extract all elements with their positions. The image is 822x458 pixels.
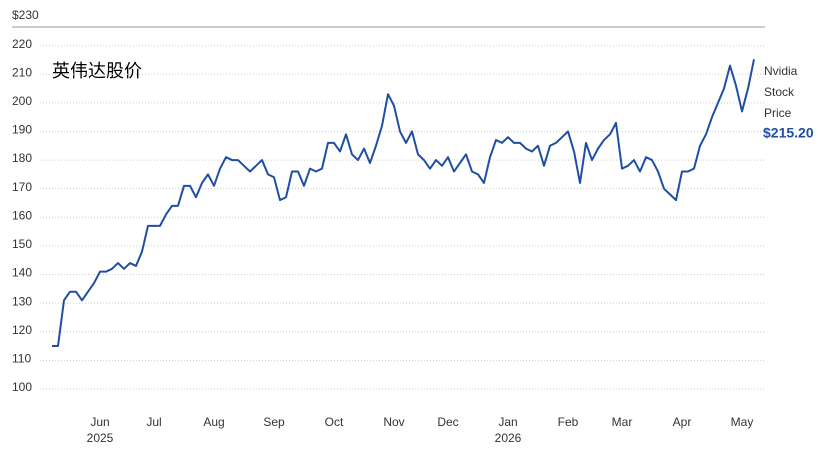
last-value-label: $215.20 [763, 125, 814, 141]
x-tick-label: Jun [90, 415, 109, 429]
legend-label: Nvidia Stock Price [764, 64, 798, 120]
y-tick-label: $230 [12, 8, 39, 22]
y-tick-label: 130 [12, 294, 32, 308]
x-year-label: 2025 [87, 431, 114, 445]
y-tick-label: 110 [12, 352, 31, 366]
x-tick-label: Dec [437, 415, 458, 429]
y-tick-label: 180 [12, 151, 32, 165]
chart-title: 英伟达股价 [52, 61, 142, 81]
x-year-label: 2026 [495, 431, 522, 445]
x-tick-label: Nov [383, 415, 404, 429]
x-tick-label: Aug [203, 415, 224, 429]
x-tick-label: Apr [673, 415, 692, 429]
x-tick-label: Mar [612, 415, 633, 429]
y-tick-label: 220 [12, 37, 32, 51]
x-tick-label: Oct [325, 415, 344, 429]
x-tick-label: Sep [263, 415, 285, 429]
y-tick-label: 150 [12, 237, 32, 251]
x-tick-label: Jul [146, 415, 161, 429]
y-tick-label: 120 [12, 323, 32, 337]
x-tick-label: Feb [558, 415, 579, 429]
y-tick-label: 100 [12, 380, 32, 394]
y-tick-label: 210 [12, 65, 32, 79]
y-tick-label: 140 [12, 266, 32, 280]
price-line [52, 59, 755, 348]
x-tick-label: May [731, 415, 754, 429]
y-tick-label: 160 [12, 208, 32, 222]
y-tick-label: 190 [12, 123, 32, 137]
y-tick-label: 200 [12, 94, 32, 108]
y-tick-label: 170 [12, 180, 32, 194]
x-tick-label: Jan [498, 415, 517, 429]
